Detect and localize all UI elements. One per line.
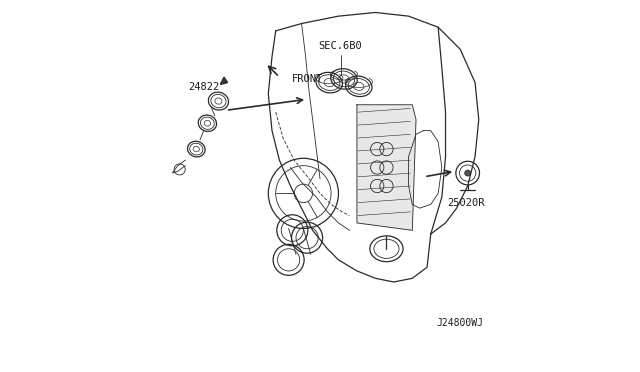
Text: J24800WJ: J24800WJ	[437, 318, 484, 328]
Text: 25020R: 25020R	[447, 198, 484, 208]
Polygon shape	[357, 105, 416, 230]
Circle shape	[465, 170, 470, 176]
Polygon shape	[220, 77, 228, 84]
Text: 24822: 24822	[188, 82, 220, 92]
Text: SEC.6B0: SEC.6B0	[319, 41, 362, 51]
Text: FRONT: FRONT	[292, 74, 324, 84]
